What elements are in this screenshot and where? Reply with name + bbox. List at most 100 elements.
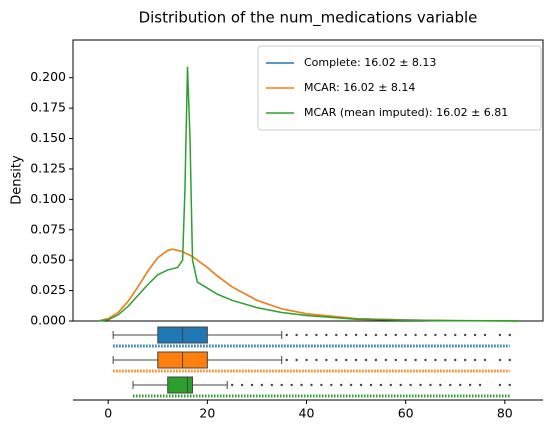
y-tick-label: 0.000 xyxy=(30,313,66,328)
flier xyxy=(394,358,397,362)
flier xyxy=(414,358,417,362)
flier xyxy=(290,383,293,387)
flier xyxy=(444,358,447,362)
y-tick-label: 0.075 xyxy=(30,221,66,236)
flier xyxy=(508,333,511,337)
y-tick-label: 0.100 xyxy=(30,191,66,206)
flier xyxy=(340,383,343,387)
flier xyxy=(300,383,303,387)
flier xyxy=(285,333,288,337)
flier xyxy=(270,383,274,387)
flier xyxy=(459,383,462,387)
flier xyxy=(404,333,407,337)
flier xyxy=(325,333,328,337)
plot-frame xyxy=(72,39,544,322)
flier xyxy=(429,383,432,387)
flier xyxy=(463,358,467,362)
box xyxy=(167,376,193,394)
flier xyxy=(384,358,388,362)
y-tick-label: 0.050 xyxy=(30,252,66,267)
flier xyxy=(295,358,298,362)
flier xyxy=(473,333,477,337)
flier xyxy=(374,358,378,362)
flier xyxy=(424,358,427,362)
flier xyxy=(498,358,502,362)
flier xyxy=(369,383,373,387)
x-tick-label: 80 xyxy=(497,406,513,421)
flier xyxy=(468,383,472,387)
flier xyxy=(478,383,482,387)
y-tick-label: 0.025 xyxy=(30,282,66,297)
legend-box xyxy=(257,45,542,131)
flier xyxy=(250,383,254,387)
flier xyxy=(364,333,368,337)
flier xyxy=(434,358,437,362)
kde-line xyxy=(98,248,520,322)
flier xyxy=(325,358,328,362)
y-tick-label: 0.200 xyxy=(30,69,66,84)
y-tick-label: 0.125 xyxy=(30,160,66,175)
flier xyxy=(454,358,457,362)
flier xyxy=(305,358,308,362)
y-tick-label: 0.150 xyxy=(30,130,66,145)
flier xyxy=(449,383,452,387)
flier xyxy=(344,358,348,362)
flier xyxy=(335,333,338,337)
flier xyxy=(305,333,308,337)
flier xyxy=(354,333,358,337)
flier xyxy=(315,358,318,362)
flier xyxy=(498,383,502,387)
flier xyxy=(240,383,244,387)
flier xyxy=(379,383,383,387)
flier xyxy=(295,333,298,337)
flier xyxy=(280,383,283,387)
flier xyxy=(483,358,487,362)
x-tick-label: 60 xyxy=(398,406,414,421)
flier xyxy=(424,333,427,337)
flier xyxy=(384,333,388,337)
flier xyxy=(359,383,363,387)
flier xyxy=(374,333,378,337)
flier xyxy=(404,358,407,362)
kde-line xyxy=(98,248,520,322)
flier xyxy=(508,383,511,387)
flier xyxy=(394,333,397,337)
flier xyxy=(285,358,288,362)
flier xyxy=(344,333,348,337)
kde-line xyxy=(98,66,520,322)
flier xyxy=(434,333,437,337)
flier xyxy=(260,383,264,387)
flier xyxy=(414,333,417,337)
legend-label: Complete: 16.02 ± 8.13 xyxy=(304,56,436,69)
x-tick-label: 20 xyxy=(199,406,215,421)
flier xyxy=(354,358,358,362)
flier xyxy=(498,333,502,337)
flier xyxy=(439,383,442,387)
flier xyxy=(444,333,447,337)
flier xyxy=(473,358,477,362)
flier xyxy=(320,383,323,387)
flier xyxy=(310,383,313,387)
flier xyxy=(463,333,467,337)
flier xyxy=(335,358,338,362)
y-axis-label: Density xyxy=(10,155,25,205)
flier xyxy=(409,383,412,387)
flier xyxy=(454,333,457,337)
flier xyxy=(508,358,511,362)
flier xyxy=(483,333,487,337)
x-tick-label: 0 xyxy=(104,406,112,421)
flier xyxy=(364,358,368,362)
x-tick-label: 40 xyxy=(299,406,315,421)
chart-title: Distribution of the num_medications vari… xyxy=(139,9,478,28)
flier xyxy=(389,383,392,387)
y-tick-label: 0.175 xyxy=(30,100,66,115)
flier xyxy=(315,333,318,337)
flier xyxy=(330,383,333,387)
flier xyxy=(230,383,234,387)
legend-label: MCAR: 16.02 ± 8.14 xyxy=(304,81,415,94)
flier xyxy=(349,383,353,387)
legend-label: MCAR (mean imputed): 16.02 ± 6.81 xyxy=(304,106,508,119)
flier xyxy=(419,383,422,387)
